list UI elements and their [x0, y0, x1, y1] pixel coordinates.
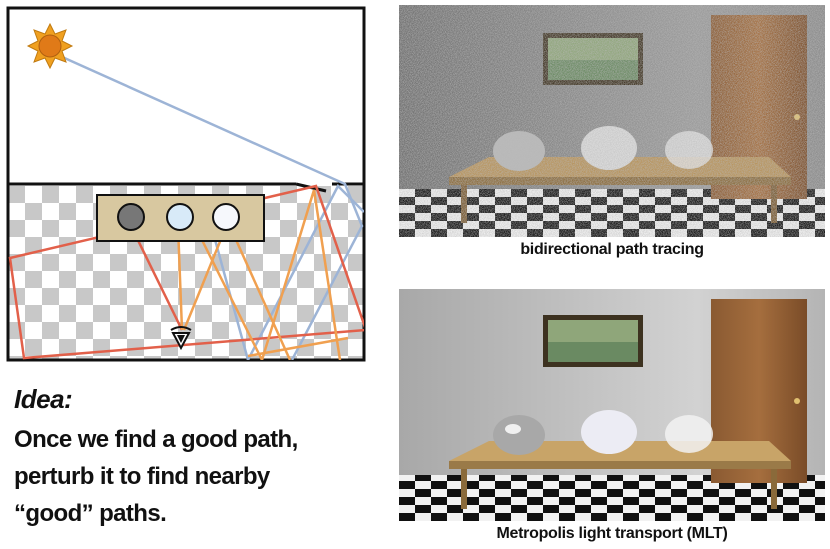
dark-sphere — [117, 203, 145, 231]
white-sphere — [212, 203, 240, 231]
light-path-sun — [59, 54, 364, 360]
idea-title: Idea: — [14, 384, 73, 414]
teapot-metal — [493, 415, 545, 455]
idea-line-1: Once we find a good path, — [14, 426, 298, 453]
room-frame — [6, 6, 366, 362]
render-mlt — [399, 289, 825, 521]
orange-path-1 — [176, 225, 184, 331]
render-bidirectional — [399, 5, 825, 237]
teapot-glass — [665, 415, 713, 453]
teapot-plastic — [581, 410, 637, 454]
eye-icon — [170, 326, 192, 351]
caption-bidirectional: bidirectional path tracing — [520, 241, 704, 258]
idea-line-3: “good” paths. — [14, 500, 167, 527]
sun-icon — [26, 22, 74, 70]
upper-room — [8, 8, 364, 184]
orange-path-4 — [247, 336, 349, 358]
idea-line-2: perturb it to find nearby — [14, 463, 270, 490]
light-path-diagram — [6, 6, 366, 362]
glass-sphere — [166, 203, 194, 231]
light-path-blue — [206, 183, 364, 360]
caption-mlt: Metropolis light transport (MLT) — [496, 525, 728, 542]
orange-path-2 — [194, 189, 342, 360]
